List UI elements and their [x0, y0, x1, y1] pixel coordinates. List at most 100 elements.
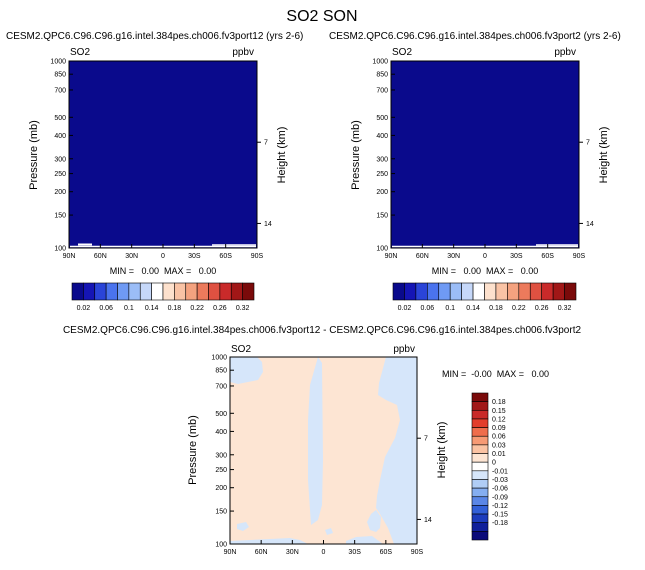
y-tick-label: 100: [215, 542, 227, 549]
x-tick-label: 60S: [541, 253, 554, 260]
x-tick-label: 60N: [416, 253, 429, 260]
y-tick-label: 300: [376, 156, 388, 163]
page-title: SO2 SON: [286, 8, 357, 25]
colorbar-swatch: [242, 282, 255, 301]
x-tick-label: 60S: [380, 549, 393, 556]
y-tick-label: 400: [54, 133, 66, 140]
colorbar-label: -0.03: [492, 477, 508, 484]
panel-title: CESM2.QPC6.C96.C96.g16.intel.384pes.ch00…: [329, 31, 621, 42]
x-tick-label: 60N: [255, 549, 268, 556]
colorbar-swatch: [529, 282, 542, 301]
colorbar-swatch: [518, 282, 531, 301]
colorbar-swatch: [471, 479, 489, 489]
colorbar-swatch: [392, 282, 405, 301]
colorbar-swatch: [230, 282, 243, 301]
colorbar-swatch: [471, 453, 489, 463]
colorbar-label: 0.32: [236, 305, 250, 312]
y2-tick-label: 7: [586, 140, 590, 147]
x-tick-label: 90N: [63, 253, 76, 260]
colorbar-label: 0.02: [398, 305, 412, 312]
colorbar-label: 0.26: [535, 305, 549, 312]
colorbar-swatch: [471, 435, 489, 446]
x-tick-label: 90S: [573, 253, 586, 260]
y-tick-label: 300: [215, 452, 227, 459]
y-tick-label: 100: [376, 246, 388, 253]
min-max-stats: MIN = 0.00 MAX = 0.00: [432, 266, 539, 276]
colorbar-swatch: [471, 418, 489, 428]
colorbar-swatch: [471, 505, 489, 515]
colorbar-swatch: [427, 282, 440, 301]
colorbar-swatch: [507, 282, 520, 301]
variable-label: SO2: [392, 47, 412, 58]
colorbar-swatch: [128, 282, 141, 301]
colorbar-swatch: [415, 282, 428, 301]
y-tick-label: 200: [376, 189, 388, 196]
x-tick-label: 60S: [219, 253, 232, 260]
colorbar-label: 0: [492, 460, 496, 467]
colorbar-swatch: [449, 282, 462, 301]
y2-axis-label: Height (km): [436, 422, 448, 479]
colorbar-swatch: [117, 282, 130, 301]
colorbar-label: 0.09: [492, 425, 506, 432]
colorbar-label: 0.14: [145, 305, 159, 312]
colorbar-label: 0.18: [168, 305, 182, 312]
colorbar-swatch: [495, 282, 508, 301]
units-label: ppbv: [393, 344, 415, 355]
colorbar-swatch: [471, 401, 489, 411]
y-tick-label: 500: [215, 411, 227, 418]
y-tick-label: 400: [376, 133, 388, 140]
colorbar-swatch: [404, 282, 417, 301]
colorbar-label: 0.22: [190, 305, 204, 312]
colorbar-swatch: [162, 282, 175, 301]
y2-axis-label: Height (km): [276, 127, 288, 184]
colorbar-swatch: [471, 487, 489, 498]
colorbar-swatch: [471, 513, 489, 524]
y-tick-label: 1000: [50, 59, 66, 66]
x-axis-ticks: 90N 60N 30N 0 30S 60S 90S: [63, 244, 264, 260]
colorbar-label: 0.1: [445, 305, 455, 312]
colorbar-swatch: [208, 282, 221, 301]
colorbar-label: -0.09: [492, 494, 508, 501]
y2-tick-label: 14: [424, 517, 432, 524]
negative-region: [376, 357, 417, 544]
colorbar-label: 0.15: [492, 408, 506, 415]
x-tick-label: 0: [161, 253, 165, 260]
panel-title: CESM2.QPC6.C96.C96.g16.intel.384pes.ch00…: [63, 325, 582, 336]
contour-field: [390, 60, 580, 249]
colorbar-swatch: [484, 282, 497, 301]
colorbar-label: 0.1: [124, 305, 134, 312]
y-axis-ticks: 100 150 200 250 300 400 500 700 850 1000: [50, 59, 73, 253]
y-tick-label: 700: [376, 87, 388, 94]
colorbar-swatch: [461, 282, 474, 301]
colorbar-swatch: [151, 282, 164, 301]
y-tick-label: 200: [54, 189, 66, 196]
panel-model-fv3port2: CESM2.QPC6.C96.C96.g16.intel.384pes.ch00…: [329, 31, 621, 312]
contour-field: [230, 357, 417, 544]
colorbar: 0.02 0.06 0.1 0.14 0.18 0.22 0.26 0.32: [392, 282, 577, 312]
colorbar-swatch: [564, 282, 577, 301]
colorbar-swatch: [196, 282, 209, 301]
colorbar-label: -0.01: [492, 468, 508, 475]
colorbar-swatch: [83, 282, 96, 301]
y-tick-label: 500: [54, 115, 66, 122]
negative-region: [230, 538, 308, 544]
x-tick-label: 30S: [348, 549, 361, 556]
colorbar-swatch: [174, 282, 187, 301]
colorbar-swatch: [94, 282, 107, 301]
panel-model-fv3port12: CESM2.QPC6.C96.C96.g16.intel.384pes.ch00…: [6, 31, 303, 312]
min-max-stats: MIN = 0.00 MAX = 0.00: [110, 266, 217, 276]
colorbar-swatch: [438, 282, 451, 301]
y2-tick-label: 14: [264, 221, 272, 228]
colorbar-label: 0.06: [421, 305, 435, 312]
units-label: ppbv: [232, 47, 254, 58]
y-axis-label: Pressure (mb): [187, 415, 199, 485]
negative-region: [308, 357, 323, 525]
y-tick-label: 150: [215, 509, 227, 516]
x-axis-ticks: 90N 60N 30N 0 30S 60S 90S: [385, 244, 586, 260]
variable-label: SO2: [70, 47, 90, 58]
x-tick-label: 30N: [447, 253, 460, 260]
colorbar-label: 0.01: [492, 451, 506, 458]
colorbar-swatch: [471, 427, 489, 437]
colorbar-label: 0.14: [466, 305, 480, 312]
